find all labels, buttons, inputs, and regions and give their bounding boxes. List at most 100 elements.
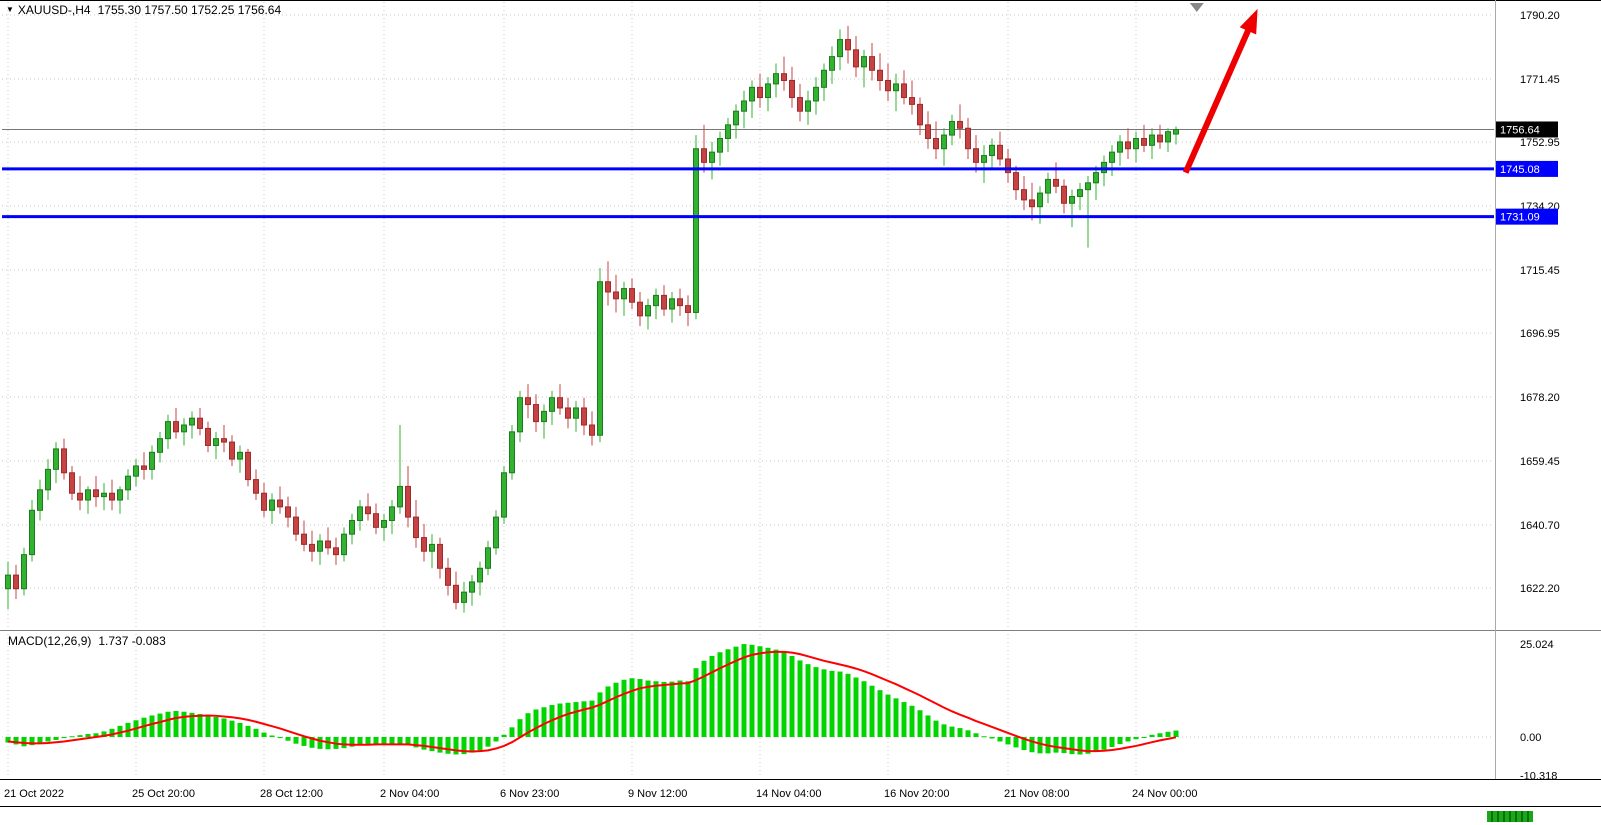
candle-body [133,465,139,477]
candle-body [1037,192,1043,208]
macd-histogram-bar [829,670,835,737]
candle-body [469,581,475,593]
candle-body [877,69,883,81]
candle-body [1069,195,1075,204]
macd-histogram-bar [1101,737,1107,750]
macd-histogram-bar [285,737,291,741]
candle-body [741,100,747,112]
macd-histogram-bar [1061,737,1067,753]
macd-histogram-bar [765,647,771,737]
indicator-label: MACD(12,26,9) 1.737 -0.083 [8,634,166,648]
level-price-tag [1496,160,1558,177]
macd-histogram-bar [1133,737,1139,740]
macd-histogram-bar [493,737,499,742]
candle-body [917,103,923,126]
candle-body [565,407,571,419]
candle-body [21,554,27,590]
macd-histogram-bar [413,737,419,748]
time-axis-label: 6 Nov 23:00 [500,788,559,800]
candle-body [461,591,467,603]
candle-body [1061,185,1067,204]
candle-body [685,305,691,313]
candle-body [813,86,819,102]
macd-histogram-bar [293,737,299,744]
macd-histogram-bar [661,681,667,737]
macd-histogram-bar [229,720,235,737]
candle-body [181,424,187,433]
candle-body [13,574,19,590]
candle-body [901,83,907,99]
macd-histogram-bar [845,673,851,737]
candle-body [733,110,739,126]
level-price-tag [1496,208,1558,225]
candle-body [437,543,443,569]
chart-shift-marker-icon[interactable] [1189,3,1204,12]
candle-body [837,39,843,58]
candle-body [781,73,787,81]
candle-body [69,472,75,494]
candle-body [861,56,867,68]
candle-body [421,537,427,552]
candle-body [125,475,131,491]
macd-histogram-bar [1165,731,1171,737]
candle-body [517,397,523,433]
macd-tick-label: -10.318 [1520,770,1557,782]
candle-body [45,468,51,491]
macd-histogram-bar [77,735,83,737]
candle-body [757,86,763,99]
candle-body [925,124,931,139]
candle-body [373,513,379,528]
macd-histogram-bar [197,713,203,737]
candle-body [997,144,1003,160]
candle-body [909,97,915,105]
macd-histogram-bar [861,681,867,737]
macd-histogram-bar [605,686,611,737]
macd-histogram-bar [1157,733,1163,737]
macd-histogram-bar [677,680,683,737]
candle-body [197,417,203,429]
macd-signal-line [7,650,1177,753]
macd-histogram-bar [1109,737,1115,748]
trend-arrow[interactable] [1182,22,1254,174]
indicator-values: 1.737 -0.083 [98,634,166,648]
macd-histogram-bar [933,720,939,737]
macd-histogram-bar [509,727,515,737]
macd-histogram-bar [301,737,307,746]
candle-body [1005,158,1011,174]
macd-histogram-bar [701,660,707,737]
macd-histogram-bar [341,737,347,749]
macd-histogram-bar [685,681,691,737]
macd-histogram-bar [365,737,371,745]
macd-histogram-bar [877,690,883,737]
time-axis-label: 28 Oct 12:00 [260,788,323,800]
candle-body [141,465,147,470]
candle-body [357,506,363,522]
candle-body [229,441,235,460]
candle-body [117,489,123,501]
candle-body [189,417,195,426]
price-tick-label: 1659.45 [1520,456,1560,468]
candle-body [1045,178,1051,194]
macd-histogram-bar [949,726,955,737]
candle-body [677,298,683,307]
trend-arrow-head[interactable] [1239,8,1258,35]
candle-body [349,520,355,535]
candle-body [477,567,483,583]
macd-histogram-bar [773,649,779,737]
candle-body [5,574,11,590]
candle-body [725,124,731,139]
candle-body [805,100,811,112]
candle-body [1141,137,1147,146]
candle-body [149,451,155,470]
macd-histogram-bar [869,685,875,737]
indicator-name: MACD(12,26,9) [8,634,92,648]
macd-histogram-bar [533,709,539,737]
candle-body [213,438,219,446]
macd-histogram-bar [501,734,507,737]
macd-histogram-bar [149,715,155,737]
macd-histogram-bar [725,649,731,737]
time-axis-label: 16 Nov 20:00 [884,788,949,800]
candle-body [285,506,291,518]
macd-histogram-bar [997,737,1003,742]
